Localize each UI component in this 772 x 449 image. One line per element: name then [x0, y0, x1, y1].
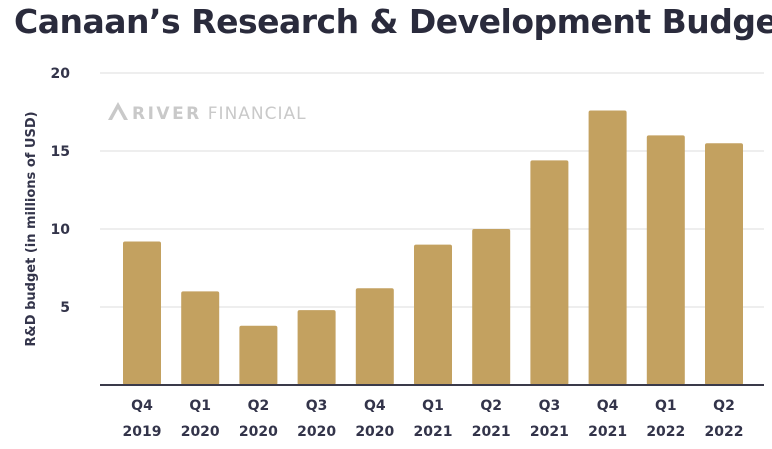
x-tick-label-year: 2020	[239, 424, 278, 440]
x-tick-labels: Q4 2019 Q1 2020 Q2 2020 Q3 2020 Q4 2020 Q1 2021 Q2 20…	[123, 398, 744, 440]
x-tick-label-quarter: Q4	[597, 398, 619, 414]
x-tick-label-quarter: Q4	[364, 398, 386, 414]
x-tick-label-year: 2020	[297, 424, 336, 440]
x-tick-label-year: 2021	[472, 424, 511, 440]
y-tick-label: 15	[51, 144, 70, 160]
bar	[181, 291, 220, 385]
y-axis-label: R&D budget (in millions of USD)	[24, 111, 39, 346]
bar	[123, 241, 161, 385]
bars	[123, 110, 743, 385]
x-tick-label-quarter: Q2	[480, 398, 502, 414]
bar	[530, 160, 569, 385]
x-tick-label-quarter: Q1	[189, 398, 211, 414]
y-tick-label: 20	[51, 66, 71, 82]
y-tick-label: 10	[51, 222, 71, 238]
bar	[588, 110, 627, 385]
x-tick-label-year: 2020	[355, 424, 394, 440]
x-tick-label-year: 2022	[646, 424, 685, 440]
bar	[472, 229, 511, 385]
x-tick-label-quarter: Q1	[422, 398, 444, 414]
x-tick-label-quarter: Q3	[306, 398, 328, 414]
x-tick-label-year: 2020	[181, 424, 220, 440]
x-tick-label-year: 2021	[414, 424, 453, 440]
x-tick-label-quarter: Q4	[131, 398, 153, 414]
bar	[239, 325, 278, 385]
x-tick-label-year: 2022	[705, 424, 744, 440]
chart-title: Canaan’s Research & Development Budget	[14, 2, 772, 41]
bar	[705, 143, 743, 385]
x-tick-label-quarter: Q2	[248, 398, 270, 414]
watermark-sub: FINANCIAL	[208, 104, 307, 124]
x-tick-label-year: 2021	[530, 424, 569, 440]
x-tick-label-year: 2019	[123, 424, 162, 440]
watermark-text: RIVER FINANCIAL	[132, 104, 307, 124]
x-tick-label-quarter: Q2	[713, 398, 735, 414]
y-tick-labels: 5 10 15 20	[51, 66, 71, 316]
bar	[355, 288, 394, 385]
x-tick-label-quarter: Q3	[539, 398, 561, 414]
y-tick-label: 5	[60, 300, 70, 316]
x-tick-label-quarter: Q1	[655, 398, 677, 414]
watermark-brand: RIVER	[132, 104, 202, 124]
watermark: RIVER FINANCIAL	[108, 102, 307, 124]
river-chevron-icon	[108, 102, 128, 120]
x-tick-label-year: 2021	[588, 424, 627, 440]
bar	[414, 244, 452, 385]
bar	[646, 135, 685, 385]
bar	[297, 310, 336, 385]
